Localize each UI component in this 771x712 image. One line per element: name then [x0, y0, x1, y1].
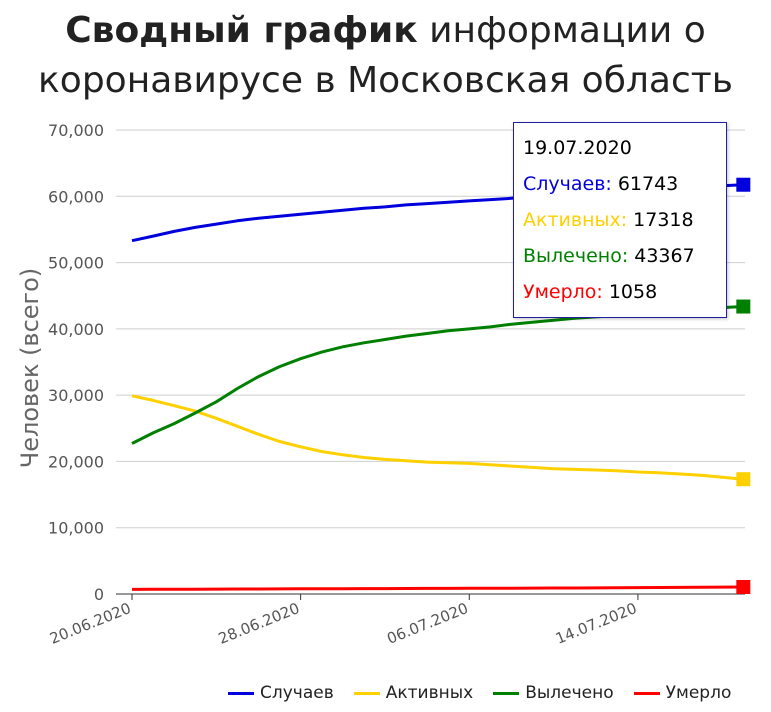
- series-line-3: [131, 585, 744, 591]
- series-marker-0: [736, 177, 751, 192]
- tooltip-value: 17318: [633, 209, 694, 231]
- tooltip-label: Случаев:: [523, 173, 612, 195]
- tooltip-label: Вылечено:: [523, 245, 629, 267]
- legend-label: Вылечено: [525, 683, 614, 703]
- legend-label: Активных: [385, 683, 474, 703]
- y-tick-label: 0: [94, 585, 104, 604]
- x-tick-label: 06.07.2020: [384, 599, 470, 648]
- legend-item-deaths[interactable]: Умерло: [633, 683, 732, 703]
- chart-title: Сводный график информации о коронавирусе…: [0, 6, 771, 106]
- legend-item-active[interactable]: Активных: [353, 683, 474, 703]
- y-tick-label: 10,000: [48, 519, 104, 538]
- y-tick-label: 40,000: [48, 320, 104, 339]
- legend-item-cases[interactable]: Случаев: [228, 683, 334, 703]
- chart-title-bold: Сводный график: [65, 10, 418, 51]
- legend-label: Умерло: [665, 683, 732, 703]
- series-marker-1: [736, 472, 751, 487]
- tooltip-value: 1058: [608, 281, 658, 303]
- legend-swatch: [633, 691, 660, 695]
- legend: Случаев Активных Вылечено Умерло: [228, 683, 731, 703]
- tooltip-label: Умерло:: [523, 281, 603, 303]
- tooltip-row-cases: Случаев: 61743: [523, 171, 726, 207]
- tooltip-value: 43367: [634, 245, 695, 267]
- tooltip-label: Активных:: [523, 209, 628, 231]
- y-tick-label: 50,000: [48, 254, 104, 273]
- tooltip-value: 61743: [617, 173, 679, 195]
- y-tick-label: 30,000: [48, 386, 104, 405]
- tooltip-row-active: Активных: 17318: [523, 207, 726, 243]
- y-tick-label: 20,000: [48, 452, 104, 471]
- legend-label: Случаев: [260, 683, 334, 703]
- legend-swatch: [493, 691, 520, 695]
- x-tick-label: 14.07.2020: [553, 599, 639, 648]
- y-tick-label: 70,000: [48, 121, 104, 140]
- tooltip-row-recovered: Вылечено: 43367: [523, 243, 726, 279]
- legend-swatch: [228, 691, 254, 695]
- series-line-1: [131, 394, 744, 481]
- legend-swatch: [353, 691, 380, 695]
- y-axis-label: Человек (всего): [16, 267, 44, 469]
- y-tick-label: 60,000: [48, 187, 104, 206]
- tooltip-row-deaths: Умерло: 1058: [523, 279, 726, 315]
- series-marker-2: [736, 299, 751, 314]
- series-line-2: [131, 305, 744, 445]
- tooltip-date: 19.07.2020: [523, 137, 632, 159]
- series-marker-3: [736, 579, 751, 594]
- x-tick-label: 20.06.2020: [47, 599, 133, 648]
- legend-item-recovered[interactable]: Вылечено: [493, 683, 614, 703]
- hover-tooltip: 19.07.2020 Случаев: 61743 Активных: 17318 …: [513, 122, 727, 318]
- chart-title-rest: информации о коронавирусе в Московская о…: [38, 10, 733, 101]
- x-tick-label: 28.06.2020: [216, 599, 302, 648]
